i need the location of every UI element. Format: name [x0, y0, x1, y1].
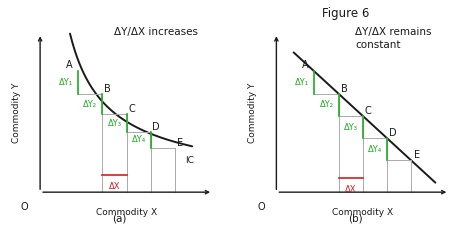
Text: Commodity Y: Commodity Y [248, 82, 257, 143]
Text: Figure 6: Figure 6 [322, 7, 370, 20]
Text: ΔX: ΔX [109, 182, 120, 191]
Text: Commodity Y: Commodity Y [11, 82, 20, 143]
Text: O: O [21, 202, 28, 212]
Text: C: C [128, 104, 136, 114]
Text: Commodity X: Commodity X [332, 208, 393, 217]
Text: ΔY₄: ΔY₄ [368, 145, 382, 154]
Text: E: E [414, 150, 419, 160]
Text: ΔY₂: ΔY₂ [319, 100, 334, 109]
Text: (b): (b) [348, 213, 363, 223]
Text: D: D [389, 128, 396, 138]
Text: D: D [152, 122, 160, 132]
Text: ΔY₃: ΔY₃ [344, 123, 358, 132]
Text: ΔY₁: ΔY₁ [295, 78, 310, 87]
Text: A: A [66, 60, 73, 70]
Text: (a): (a) [112, 213, 126, 223]
Text: ΔY/ΔX remains
constant: ΔY/ΔX remains constant [355, 27, 432, 50]
Text: ΔX: ΔX [345, 185, 356, 194]
Text: Commodity X: Commodity X [96, 208, 157, 217]
Text: E: E [177, 137, 183, 148]
Text: B: B [104, 84, 111, 94]
Text: ΔY₂: ΔY₂ [83, 100, 97, 109]
Text: A: A [302, 60, 309, 70]
Text: ΔY₃: ΔY₃ [108, 118, 121, 128]
Text: C: C [365, 106, 372, 116]
Text: O: O [257, 202, 265, 212]
Text: B: B [341, 84, 347, 94]
Text: ΔY₁: ΔY₁ [59, 78, 73, 87]
Text: ΔY/ΔX increases: ΔY/ΔX increases [115, 27, 199, 37]
Text: ΔY₄: ΔY₄ [132, 135, 146, 144]
Text: IC: IC [185, 156, 194, 165]
